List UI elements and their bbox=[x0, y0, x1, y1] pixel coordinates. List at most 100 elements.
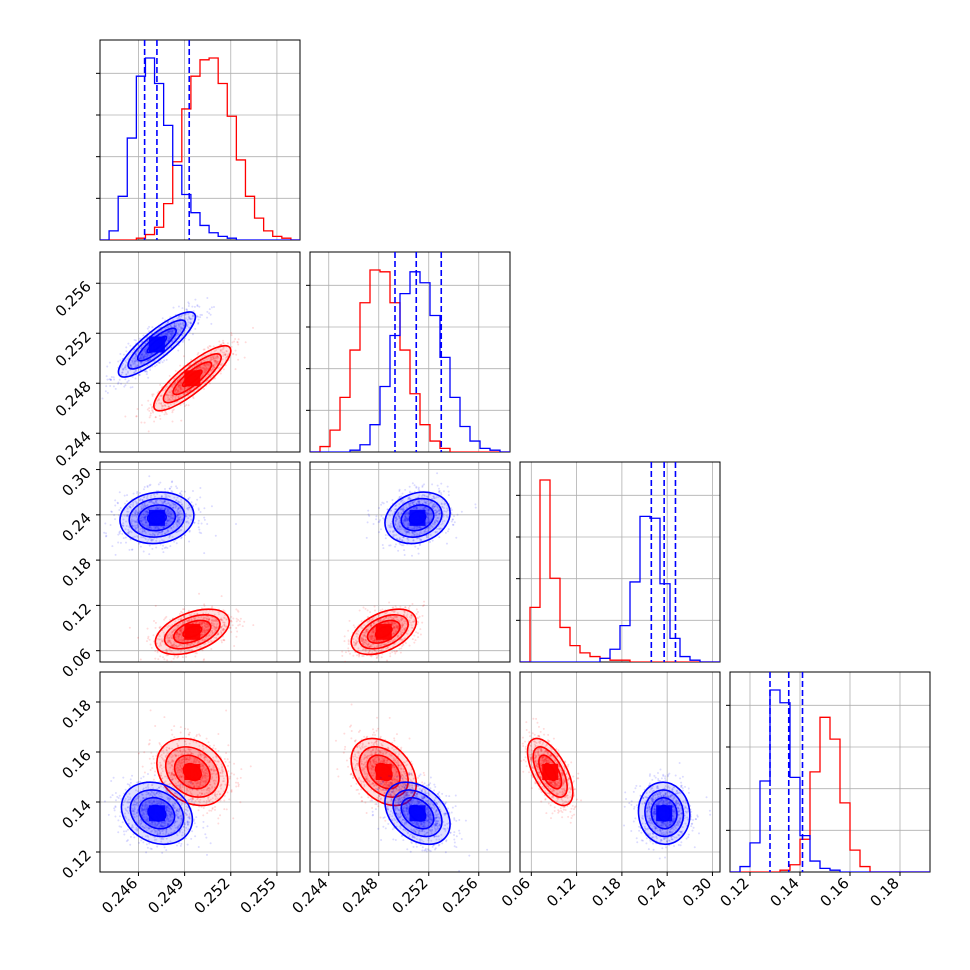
scatter-point bbox=[202, 366, 205, 369]
scatter-point bbox=[356, 633, 359, 636]
scatter-point bbox=[148, 526, 151, 529]
scatter-point bbox=[213, 628, 216, 631]
scatter-point bbox=[150, 539, 153, 542]
scatter-point bbox=[163, 501, 166, 504]
scatter-point bbox=[192, 310, 195, 313]
scatter-point bbox=[140, 352, 143, 355]
scatter-point bbox=[180, 629, 183, 632]
scatter-point bbox=[214, 617, 217, 620]
scatter-point bbox=[213, 619, 216, 622]
scatter-point bbox=[181, 622, 184, 625]
scatter-point bbox=[422, 604, 425, 607]
scatter-point bbox=[140, 513, 143, 516]
scatter-point bbox=[203, 371, 206, 374]
scatter-point bbox=[214, 360, 217, 363]
scatter-point bbox=[159, 643, 162, 646]
scatter-point bbox=[207, 356, 210, 359]
scatter-point bbox=[170, 481, 173, 484]
scatter-point bbox=[161, 544, 164, 547]
scatter-point bbox=[129, 344, 132, 347]
scatter-point bbox=[106, 378, 109, 381]
scatter-point bbox=[157, 527, 160, 530]
scatter-point bbox=[396, 612, 399, 615]
scatter-point bbox=[236, 609, 239, 612]
scatter-point bbox=[341, 650, 344, 653]
scatter-point bbox=[177, 330, 180, 333]
scatter-point bbox=[212, 358, 215, 361]
scatter-point bbox=[144, 342, 147, 345]
scatter-point bbox=[158, 506, 161, 509]
scatter-point bbox=[168, 637, 171, 640]
scatter-point bbox=[218, 366, 221, 369]
scatter-point bbox=[169, 635, 172, 638]
scatter-point bbox=[199, 496, 202, 499]
scatter-point bbox=[168, 504, 171, 507]
scatter-point bbox=[166, 636, 169, 639]
scatter-point bbox=[396, 625, 399, 628]
scatter-point bbox=[168, 534, 171, 537]
scatter-point bbox=[423, 604, 426, 607]
scatter-point bbox=[159, 625, 162, 628]
scatter-point bbox=[208, 364, 211, 367]
scatter-point bbox=[187, 643, 190, 646]
scatter-point bbox=[136, 521, 139, 524]
scatter-point bbox=[177, 322, 180, 325]
scatter-point bbox=[175, 520, 178, 523]
scatter-point bbox=[175, 325, 178, 328]
scatter-point bbox=[172, 667, 174, 669]
scatter-point bbox=[365, 643, 368, 646]
scatter-point bbox=[166, 514, 169, 517]
scatter-point bbox=[156, 533, 159, 536]
scatter-point bbox=[216, 355, 219, 358]
scatter-point bbox=[190, 617, 193, 620]
scatter-point bbox=[378, 639, 381, 642]
scatter-point bbox=[410, 615, 413, 618]
scatter-point bbox=[171, 394, 174, 397]
scatter-point bbox=[157, 361, 160, 364]
scatter-point bbox=[368, 645, 371, 648]
scatter-point bbox=[135, 509, 138, 512]
scatter-point bbox=[119, 353, 122, 356]
scatter-point bbox=[235, 608, 238, 611]
scatter-point bbox=[157, 531, 160, 534]
scatter-point bbox=[121, 532, 124, 535]
scatter-point bbox=[410, 614, 413, 617]
scatter-point bbox=[182, 622, 185, 625]
scatter-point bbox=[371, 630, 374, 633]
scatter-point bbox=[141, 340, 144, 343]
scatter-point bbox=[149, 412, 152, 415]
scatter-point bbox=[110, 510, 113, 513]
scatter-point bbox=[204, 612, 207, 615]
scatter-point bbox=[371, 635, 374, 638]
scatter-point bbox=[399, 605, 402, 608]
scatter-point bbox=[364, 634, 367, 637]
scatter-point bbox=[217, 360, 220, 363]
scatter-point bbox=[167, 330, 170, 333]
scatter-point bbox=[169, 399, 172, 402]
scatter-point bbox=[113, 514, 116, 517]
scatter-point bbox=[168, 405, 171, 408]
scatter-point bbox=[219, 350, 222, 353]
scatter-point bbox=[146, 345, 149, 348]
scatter-point bbox=[162, 502, 165, 505]
scatter-point bbox=[198, 528, 201, 531]
scatter-point bbox=[139, 355, 142, 358]
scatter-point bbox=[137, 344, 140, 347]
scatter-point bbox=[352, 640, 355, 643]
scatter-point bbox=[164, 405, 167, 408]
scatter-point bbox=[155, 364, 158, 367]
scatter-point bbox=[171, 637, 174, 640]
scatter-point bbox=[146, 370, 149, 373]
scatter-point bbox=[168, 512, 171, 515]
scatter-point bbox=[137, 525, 140, 528]
scatter-point bbox=[131, 504, 134, 507]
scatter-point bbox=[408, 619, 411, 622]
scatter-point bbox=[164, 649, 167, 652]
scatter-point bbox=[180, 644, 183, 647]
scatter-point bbox=[143, 350, 146, 353]
scatter-point bbox=[125, 374, 128, 377]
scatter-point bbox=[210, 619, 213, 622]
scatter-point bbox=[200, 522, 203, 525]
scatter-point bbox=[153, 533, 156, 536]
scatter-point bbox=[235, 522, 238, 525]
